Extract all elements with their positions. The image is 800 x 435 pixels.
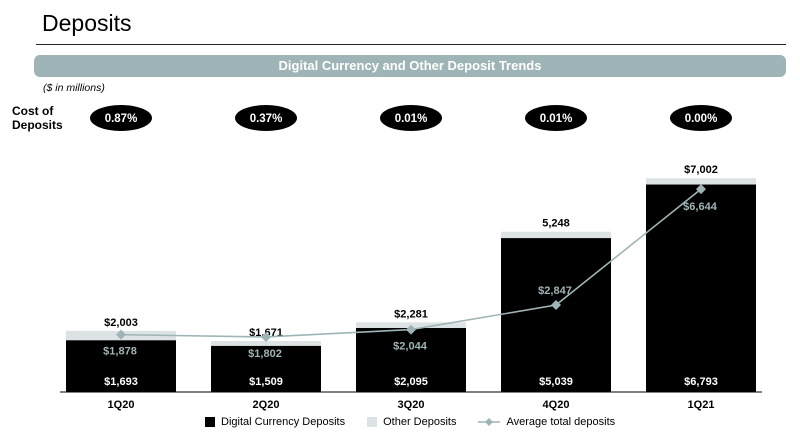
x-tick-label: 2Q20	[253, 399, 280, 411]
bar-digital-deposits	[356, 328, 466, 392]
legend-swatch-digital	[205, 417, 215, 427]
average-point	[116, 329, 126, 340]
total-label: $2,003	[104, 317, 138, 329]
total-label: $2,281	[394, 308, 428, 320]
average-value-label: $2,044	[393, 341, 428, 353]
average-point	[696, 184, 706, 195]
digital-value-label: $1,693	[104, 376, 138, 388]
average-point	[406, 324, 416, 335]
x-tick-label: 4Q20	[543, 399, 570, 411]
average-value-label: $6,644	[683, 201, 718, 213]
x-tick-label: 3Q20	[398, 399, 425, 411]
average-value-label: $1,802	[248, 348, 282, 360]
x-tick-label: 1Q21	[688, 399, 715, 411]
cost-label-line1: Cost of	[12, 104, 54, 118]
cost-pill-value: 0.01%	[540, 113, 573, 125]
cost-pill	[380, 105, 442, 131]
legend-item-other: Other Deposits	[367, 416, 456, 428]
bar-other-deposits	[646, 178, 756, 185]
cost-of-deposits-label: Cost of Deposits	[12, 104, 63, 132]
cost-pill-value: 0.87%	[105, 113, 138, 125]
legend-item-digital: Digital Currency Deposits	[205, 416, 345, 428]
legend-swatch-average	[478, 418, 501, 426]
cost-pill	[525, 105, 587, 131]
title-divider	[36, 44, 786, 45]
cost-label-line2: Deposits	[12, 118, 63, 132]
cost-pill-value: 0.37%	[250, 113, 283, 125]
digital-value-label: $2,095	[394, 376, 428, 388]
chart-legend: Digital Currency Deposits Other Deposits…	[205, 416, 615, 428]
cost-pill-value: 0.01%	[395, 113, 428, 125]
page-title: Deposits	[42, 10, 132, 36]
legend-label-digital: Digital Currency Deposits	[221, 416, 346, 428]
cost-pill	[235, 105, 297, 131]
average-value-label: $2,847	[538, 285, 572, 297]
bar-digital-deposits	[211, 345, 321, 392]
bar-other-deposits	[211, 340, 321, 346]
legend-swatch-other	[367, 417, 378, 427]
units-note: ($ in millions)	[43, 82, 105, 94]
cost-pill-value: 0.00%	[685, 113, 718, 125]
digital-value-label: $6,793	[684, 376, 718, 388]
chart-banner: Digital Currency and Other Deposit Trend…	[34, 55, 786, 77]
average-point	[551, 300, 561, 311]
cost-pill	[670, 105, 732, 131]
legend-label-average: Average total deposits	[506, 416, 616, 428]
digital-value-label: $5,039	[539, 376, 573, 388]
cost-pill	[90, 105, 152, 131]
digital-value-label: $1,509	[249, 376, 283, 388]
legend-label-other: Other Deposits	[383, 416, 457, 428]
bar-digital-deposits	[66, 340, 176, 392]
average-point	[261, 331, 271, 342]
total-label: $7,002	[684, 164, 718, 176]
bar-digital-deposits	[646, 184, 756, 392]
average-value-label: $1,878	[103, 346, 137, 358]
bar-digital-deposits	[501, 238, 611, 392]
legend-item-average: Average total deposits	[478, 416, 615, 428]
x-tick-label: 1Q20	[108, 399, 135, 411]
bar-other-deposits	[501, 231, 611, 239]
total-label: 5,248	[542, 218, 570, 230]
